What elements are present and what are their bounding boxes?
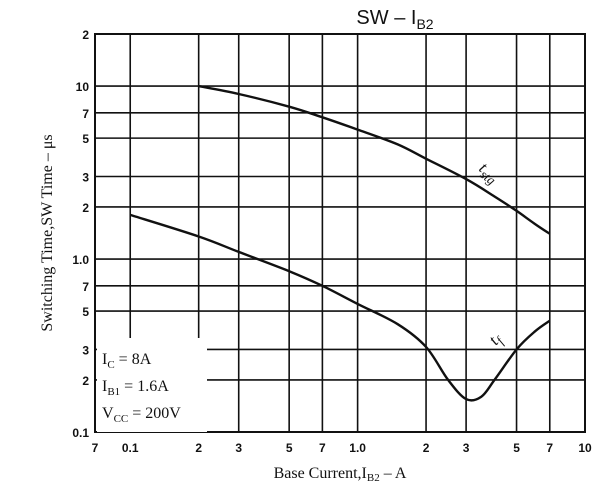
series-label-tf: tf (485, 328, 509, 350)
x-tick-label: 1.0 (349, 441, 366, 455)
y-tick-label: 2 (82, 28, 89, 42)
x-tick-label: 5 (513, 441, 520, 455)
x-tick-label: 10 (578, 441, 592, 455)
y-axis-title: Switching Time,SW Time – μs (39, 134, 56, 331)
condition-ib1: IB1 = 1.6A (102, 378, 169, 398)
x-tick-label: 7 (319, 441, 326, 455)
x-tick-label: 5 (286, 441, 293, 455)
y-tick-label: 5 (82, 305, 89, 319)
y-tick-label: 1.0 (72, 253, 89, 267)
x-tick-label: 2 (423, 441, 430, 455)
x-tick-labels: 7 0.1 2 3 5 7 1.0 2 3 5 7 10 (92, 441, 592, 455)
y-tick-label: 2 (82, 374, 89, 388)
x-tick-label: 0.1 (122, 441, 139, 455)
series-label-tstg: tstg (474, 158, 504, 188)
y-tick-label: 3 (82, 343, 89, 357)
condition-vcc: VCC = 200V (102, 405, 181, 425)
y-tick-label: 2 (82, 201, 89, 215)
x-tick-label: 7 (92, 441, 99, 455)
y-tick-label: 7 (82, 280, 89, 294)
chart-title: SW – IB2 (356, 7, 433, 32)
curves (129, 84, 551, 402)
y-tick-label: 3 (82, 171, 89, 185)
y-tick-label: 5 (82, 132, 89, 146)
x-tick-label: 3 (463, 441, 470, 455)
x-axis-title: Base Current,IB2 – A (274, 465, 407, 482)
series-line-tstg (198, 84, 551, 235)
condition-ic: IC = 8A (102, 351, 152, 371)
y-tick-label: 10 (76, 80, 90, 94)
y-tick-label: 7 (82, 107, 89, 121)
y-tick-label: 0.1 (72, 426, 89, 440)
x-tick-label: 3 (235, 441, 242, 455)
y-tick-labels: 0.1 2 3 5 7 1.0 2 3 5 7 10 2 (72, 28, 89, 440)
series-line-tf (129, 213, 551, 402)
x-tick-label: 7 (546, 441, 553, 455)
plot-frame (94, 33, 586, 433)
conditions-box (97, 338, 207, 432)
x-tick-label: 2 (195, 441, 202, 455)
